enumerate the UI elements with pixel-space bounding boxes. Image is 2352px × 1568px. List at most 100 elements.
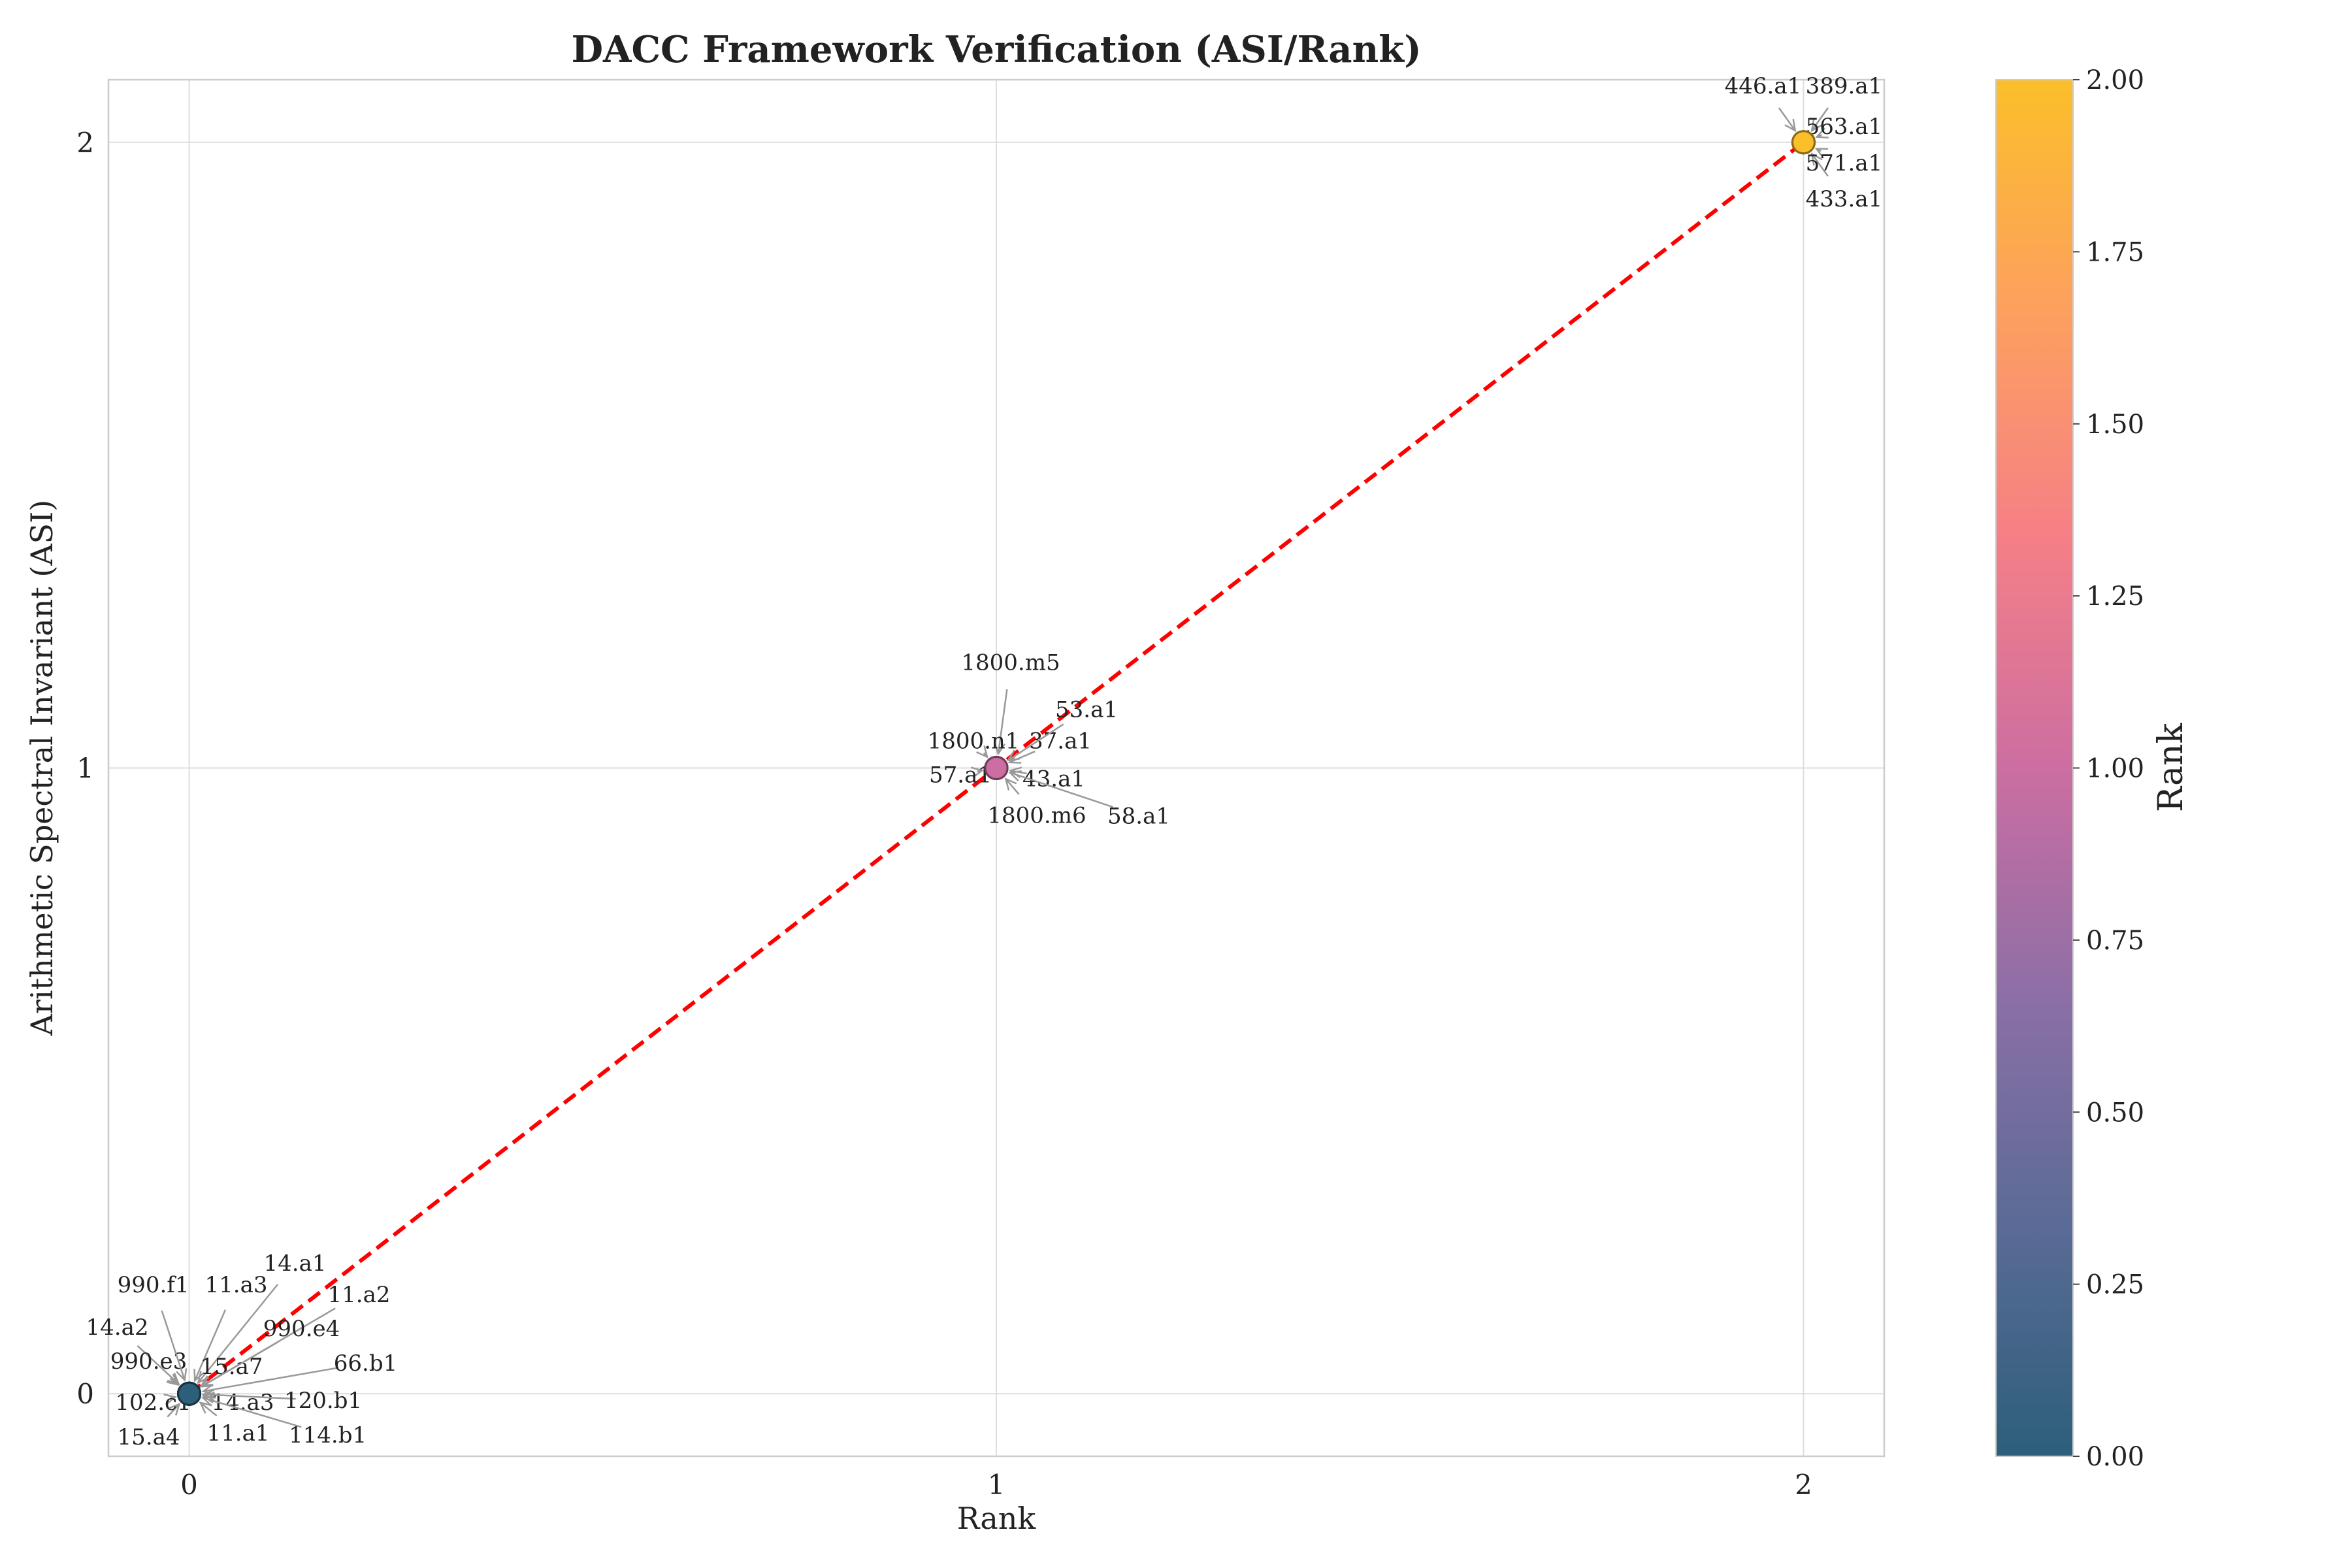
annotation: 57.a1 [929,762,992,789]
annotation: 66.b1 [201,1350,397,1396]
scatter-point [177,1381,202,1406]
point-label: 990.f1 [118,1272,189,1298]
colorbar-tick-label: 1.50 [2086,410,2144,440]
x-axis-label: Rank [957,1501,1037,1536]
colorbar-tick-label: 0.00 [2086,1442,2144,1472]
point-label: 11.a3 [205,1272,268,1298]
annotation-arrowhead [1004,777,1017,791]
annotation-arrow [194,1309,227,1381]
annotation-arrowhead [166,1373,180,1386]
point-label: 1800.m5 [961,650,1060,676]
point-label: 15.a7 [201,1354,263,1380]
annotation: 11.a1 [199,1401,270,1446]
x-tick-label: 1 [988,1469,1005,1501]
annotation-arrowhead [176,1368,188,1382]
point-label: 990.e3 [110,1348,187,1375]
y-tick-label: 2 [76,127,94,159]
annotation-arrow [1811,107,1829,131]
annotation-arrowhead [1814,148,1829,159]
point-label: 11.a2 [328,1282,391,1308]
point-label: 114.b1 [289,1422,367,1448]
annotation: 1800.m5 [961,650,1060,756]
scatter-point [984,756,1009,780]
annotation: 11.a3 [193,1272,268,1382]
annotation-arrow [201,1341,278,1388]
annotation-arrow [197,1284,279,1383]
annotation: 14.a2 [86,1315,180,1386]
annotation: 120.b1 [201,1388,362,1414]
point-label: 57.a1 [929,762,992,789]
point-label: 53.a1 [1055,697,1118,723]
annotation-arrowhead [1815,127,1829,139]
annotation-arrowhead [163,1394,177,1405]
annotation: 1800.m6 [987,777,1086,829]
point-label: 11.a1 [207,1420,270,1446]
colorbar-label: Rank [2151,723,2191,812]
annotation-arrow [203,1397,302,1428]
annotation: 563.a1 [1806,114,1883,140]
annotation-arrow [1778,107,1796,131]
point-label: 120.b1 [284,1388,362,1414]
annotation-arrow [997,689,1008,754]
annotation-arrowhead [970,766,985,779]
annotation-arrowhead [994,742,1005,756]
annotation-arrow [1009,750,1036,763]
plot-area [107,78,1886,1458]
point-label: 990.e4 [263,1316,340,1342]
point-label: 389.a1 [1806,73,1883,99]
annotation-arrowhead [1008,770,1022,781]
point-label: 66.b1 [334,1350,397,1377]
annotation: 446.a1 [1725,73,1802,133]
y-tick-label: 0 [76,1378,94,1410]
annotation-arrowhead [976,745,988,759]
colorbar-tick-label: 1.25 [2086,581,2144,612]
annotation-arrow [203,1394,296,1400]
annotation-arrow [137,1345,180,1385]
annotation: 990.f1 [118,1272,189,1382]
annotation-arrow [161,1310,186,1380]
point-label: 14.a1 [264,1250,327,1277]
point-label: 14.a2 [86,1315,149,1341]
annotation-arrowhead [200,1376,214,1388]
annotation-arrowhead [1810,118,1823,133]
colorbar-tick-label: 1.75 [2086,237,2144,267]
point-label: 1800.n1 [928,728,1020,755]
point-label: 433.a1 [1806,186,1883,212]
annotation: 37.a1 [1007,728,1092,764]
point-label: 563.a1 [1806,114,1883,140]
annotation: 389.a1 [1806,73,1883,133]
annotation: 433.a1 [1806,152,1883,212]
annotation: 15.a4 [118,1403,181,1450]
point-label: 58.a1 [1107,804,1170,830]
x-tick-label: 2 [1795,1469,1812,1501]
annotation-arrow [167,1403,180,1418]
annotation-arrow [1009,772,1113,808]
point-label: 37.a1 [1029,728,1092,755]
annotation-arrow [1005,778,1020,795]
colorbar-tick-label: 0.25 [2086,1270,2144,1300]
colorbar: 0.00 0.25 0.50 0.75 1.00 1.25 1.50 1.75 2.00 [1995,65,2144,1472]
annotation-arrow [1811,153,1829,177]
annotation-arrow [199,1401,218,1416]
annotation: 1800.n1 [928,728,1020,759]
colorbar-gradient [1995,79,2074,1457]
point-label: 446.a1 [1725,73,1802,99]
chart-title: DACC Framework Verification (ASI/Rank) [571,28,1421,71]
colorbar-tick-label: 0.50 [2086,1098,2144,1128]
annotation-arrowhead [168,1403,181,1416]
point-label: 1800.m6 [987,803,1086,829]
annotation: 53.a1 [1007,697,1118,762]
annotation: 114.b1 [201,1395,367,1448]
annotation: 571.a1 [1806,148,1882,176]
annotation-arrowhead [199,1401,212,1414]
colorbar-tick-label: 2.00 [2086,65,2144,95]
annotation: 990.e4 [200,1316,340,1388]
scatter-point [1791,130,1816,155]
colorbar-tick-label: 1.00 [2086,754,2144,784]
annotation-arrowhead [201,1389,215,1401]
annotation-arrowhead [1810,152,1823,166]
annotation-arrowhead [1007,749,1021,762]
annotation: 15.a7 [199,1354,263,1387]
colorbar-tick-label: 0.75 [2086,926,2144,956]
